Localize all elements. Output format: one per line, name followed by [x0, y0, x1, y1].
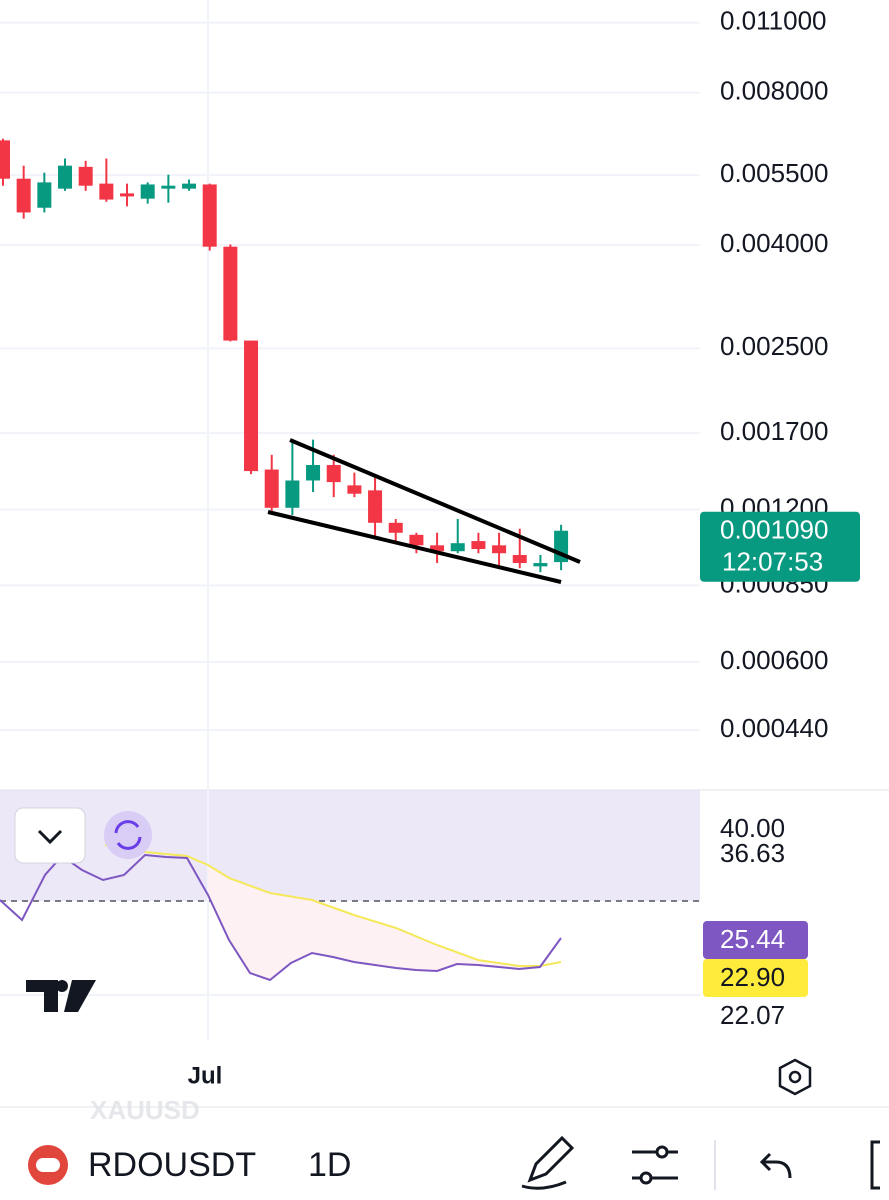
interval[interactable]: 1D	[308, 1146, 351, 1184]
settings-button[interactable]	[778, 1058, 812, 1096]
draw-button[interactable]	[521, 1135, 575, 1190]
candle-body	[533, 563, 548, 567]
candle-body	[244, 340, 259, 472]
candle-body	[409, 534, 424, 546]
candle-body	[78, 166, 93, 186]
trendline	[289, 438, 581, 564]
chevron-icon	[37, 829, 63, 845]
y-tick-label: 0.001700	[720, 416, 828, 446]
rsi-label: 40.00	[720, 813, 785, 843]
y-tick-label: 0.008000	[720, 76, 828, 106]
candle-body	[512, 555, 527, 564]
sync-icon	[114, 820, 142, 850]
candle-body	[161, 185, 176, 189]
y-tick-label: 0.011000	[720, 6, 827, 36]
candle-body	[140, 184, 155, 199]
candle-body	[99, 183, 114, 200]
candle-body	[388, 522, 403, 533]
rsi-ma-badge	[703, 959, 808, 997]
candle-body	[492, 545, 507, 554]
candle-body	[430, 545, 445, 552]
undo-button[interactable]	[759, 1152, 792, 1179]
candle-body	[450, 543, 465, 552]
rsi-line	[0, 853, 562, 982]
trendline	[267, 510, 562, 584]
y-tick-label: 0.000440	[720, 713, 828, 743]
settings-icon	[788, 1070, 802, 1084]
candle-body	[306, 465, 321, 481]
candle-body	[0, 140, 10, 179]
price-badge	[700, 511, 860, 582]
rsi-ma	[104, 844, 562, 967]
candle-body	[37, 182, 52, 208]
candle-body	[202, 184, 217, 247]
fullscreen-button[interactable]	[870, 1140, 880, 1190]
tv-logo	[26, 980, 96, 1012]
candle-body	[285, 480, 300, 508]
rsi-label: 22.07	[720, 1000, 785, 1030]
candle-body	[471, 541, 486, 550]
y-tick-label: 0.002500	[720, 331, 828, 361]
collapse-button[interactable]	[14, 807, 86, 864]
tv-logo-dot	[56, 980, 68, 992]
price-label: 0.001090	[720, 515, 828, 545]
candle-body	[120, 193, 135, 197]
rsi-fill	[208, 865, 540, 980]
watermark: XAUUSD	[90, 1095, 200, 1125]
candle-body	[326, 465, 341, 483]
candle-body	[182, 183, 197, 189]
rsi-label: 25.44	[720, 924, 785, 954]
y-tick-label: 0.005500	[720, 158, 828, 188]
indicators-button[interactable]	[632, 1145, 678, 1185]
rsi-label: 22.90	[720, 962, 785, 992]
symbol-icon-inner	[36, 1158, 60, 1172]
symbol[interactable]: RDOUSDT	[88, 1146, 256, 1184]
candle-body	[16, 178, 31, 213]
candle-body	[368, 490, 383, 523]
countdown: 12:07:53	[722, 547, 823, 577]
candle-body	[58, 165, 73, 189]
sync-button[interactable]	[104, 811, 152, 859]
y-tick-label: 0.000600	[720, 645, 828, 675]
price-pane	[0, 21, 700, 732]
candle-body	[347, 485, 362, 494]
candle-body	[223, 246, 238, 341]
candle-body	[264, 469, 279, 508]
rsi-badge	[703, 921, 808, 959]
y-tick-label: 0.004000	[720, 228, 828, 258]
x-tick-label: Jul	[188, 1062, 223, 1089]
rsi-label: 36.63	[720, 838, 785, 868]
